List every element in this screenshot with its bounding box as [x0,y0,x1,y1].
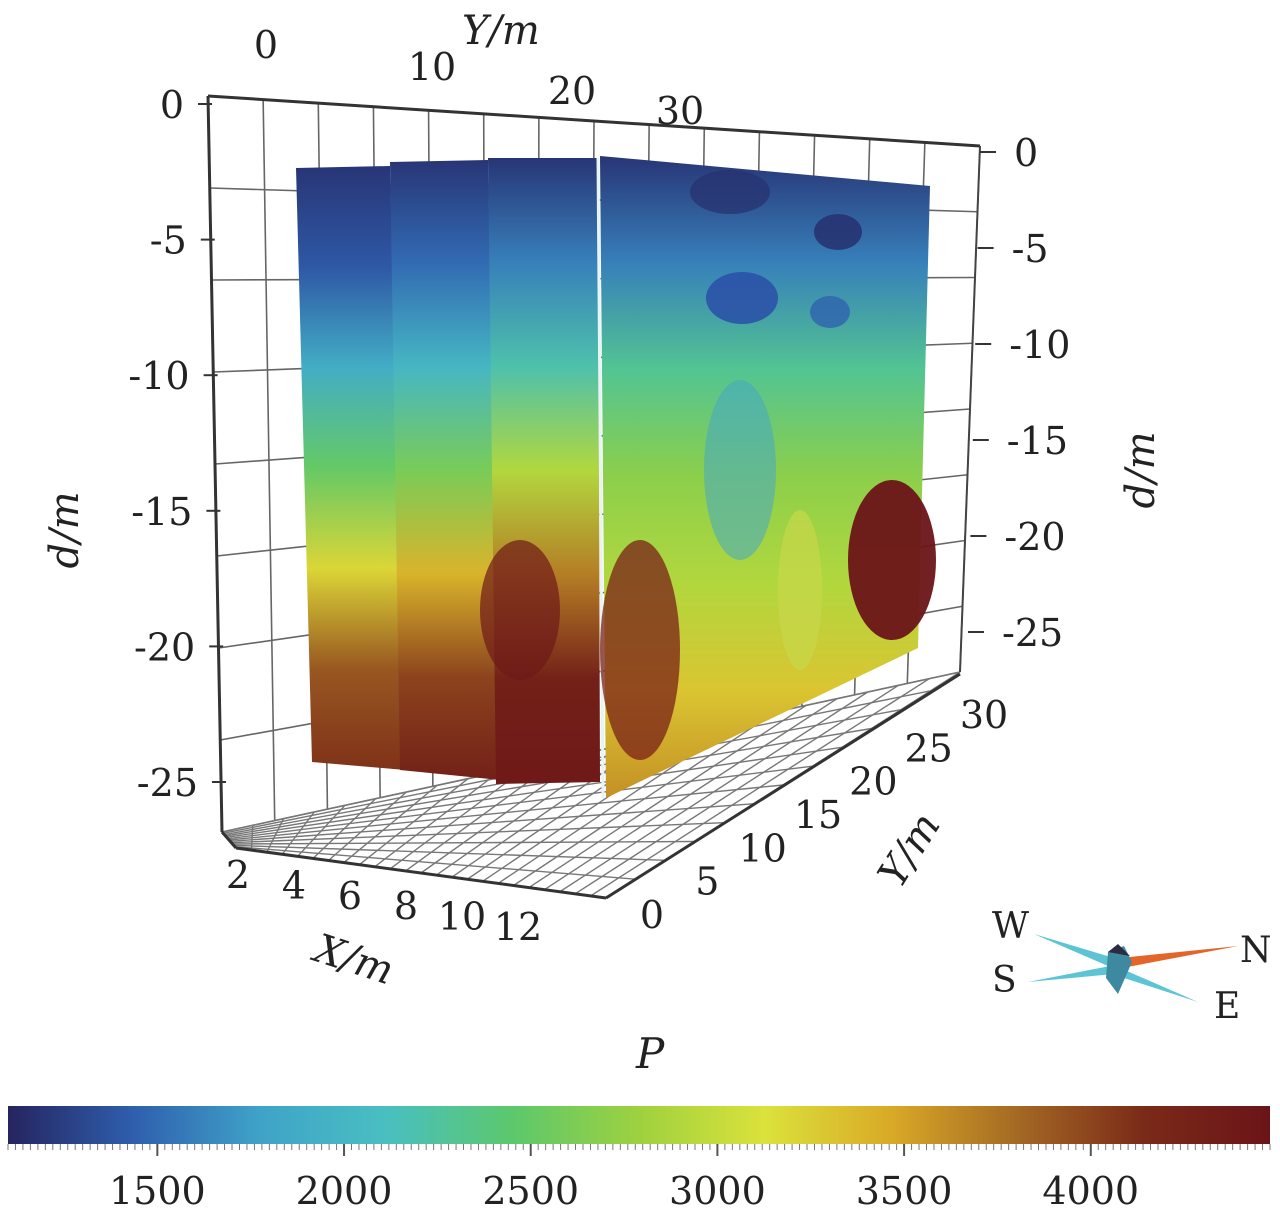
x-axis-tick-label: 12 [494,905,542,949]
y-axis-right-tick-label: 15 [794,793,842,837]
colorbar [8,1106,1270,1144]
d-axis-right-tick-label: -25 [1002,611,1063,655]
anomaly-mid-2 [778,510,822,670]
d-axis-right-tick-label: 0 [1014,131,1038,175]
anomaly-low-2 [814,214,862,250]
box-edge [959,145,981,673]
box-edge [207,94,981,148]
anomaly-low-4 [690,170,770,214]
y-axis-title-right: Y/m [869,805,949,895]
x-axis-tick-label: 2 [226,853,250,897]
x-axis-tick-label: 6 [338,874,362,918]
colorbar-ticks: 1500 2000 2500 3000 3500 4000 [7,1144,1271,1213]
compass-body-icon [1106,946,1132,994]
fence-slice-2 [390,160,500,780]
floor-line [231,821,725,844]
colorbar-tick-label: 2000 [296,1169,393,1213]
anomaly-high-3 [480,540,560,680]
floor-line [226,746,843,839]
anomaly-high-2 [600,540,680,760]
floor-line [232,840,695,845]
y-axis-top-tick-label: 20 [548,69,596,113]
compass-label-n: N [1240,930,1272,971]
colorbar-title: P [635,1029,665,1078]
floor-line [233,844,666,862]
compass-rose: W N S E [992,906,1272,1027]
d-axis-left-tick-label: -25 [137,761,198,805]
d-axis-left-tick-label: -5 [150,219,187,263]
compass-top-icon [1108,944,1130,956]
fence-slices [296,156,936,799]
box-edge [235,846,607,900]
d-axis-right-tick-label: -20 [1004,515,1065,559]
x-axis-tick-label: 10 [438,895,486,939]
compass-arrow-east-icon [1120,968,1198,1002]
fence-slice-3 [488,158,600,784]
y-axis-right-tick-label: 0 [640,893,664,937]
d-axis-title-left: d/m [42,491,88,568]
y-axis-top-tick-label: 0 [254,23,278,67]
compass-arrow-west-icon [1034,934,1114,966]
compass-arrow-south-icon [1028,966,1114,982]
colorbar-tick-label: 2500 [482,1169,579,1213]
axis-ticks: 0 -5 -10 -15 -20 -25 0 -5 -10 -15 -20 -25 0 10 20 30 2 4 6… [128,23,1070,949]
floor-line [230,803,754,843]
y-axis-right-tick-label: 20 [849,760,897,804]
d-axis-right-tick-label: -15 [1007,419,1068,463]
compass-label-w: W [992,906,1029,947]
d-axis-right-tick-label: -10 [1009,323,1070,367]
x-axis-title: X/m [306,925,399,994]
colorbar-tick-label: 3000 [669,1169,766,1213]
floor-line [227,765,813,840]
x-axis-tick-label: 8 [394,884,418,928]
d-axis-left-tick-label: -15 [131,490,192,534]
y-axis-right-tick-label: 30 [960,693,1008,737]
slice-edge [596,157,605,799]
anomaly-mid-1 [704,380,776,560]
floor-line [228,784,784,841]
y-axis-top-tick-label: 30 [656,89,704,133]
y-axis-right-tick-label: 10 [738,826,786,870]
d-axis-left-tick-label: -20 [134,625,195,669]
anomaly-low-3 [810,296,850,328]
box-edge [206,95,224,833]
box-edge [220,831,238,849]
colorbar-tick-label: 1500 [109,1169,206,1213]
y-axis-right-tick-label: 5 [695,860,719,904]
compass-arrow-north-icon [1120,946,1238,968]
box-edge [605,672,961,900]
colorbar-tick-label: 3500 [856,1169,953,1213]
anomaly-high-1 [848,480,936,640]
fence-slice-1 [296,166,405,770]
d-axis-title-right: d/m [1118,431,1164,508]
compass-label-e: E [1214,986,1240,1027]
y-axis-top-tick-label: 10 [408,45,456,89]
x-axis-tick-label: 4 [282,863,306,907]
compass-label-s: S [992,960,1017,1001]
colorbar-tick-label: 4000 [1042,1169,1139,1213]
d-axis-right-tick-label: -5 [1012,227,1049,271]
y-axis-right-tick-label: 25 [904,726,952,770]
d-axis-left-tick-label: 0 [160,83,184,127]
anomaly-low-1 [706,272,778,324]
d-axis-left-tick-label: -10 [128,354,189,398]
floor-line [234,845,636,880]
y-axis-title-top: Y/m [462,8,540,54]
